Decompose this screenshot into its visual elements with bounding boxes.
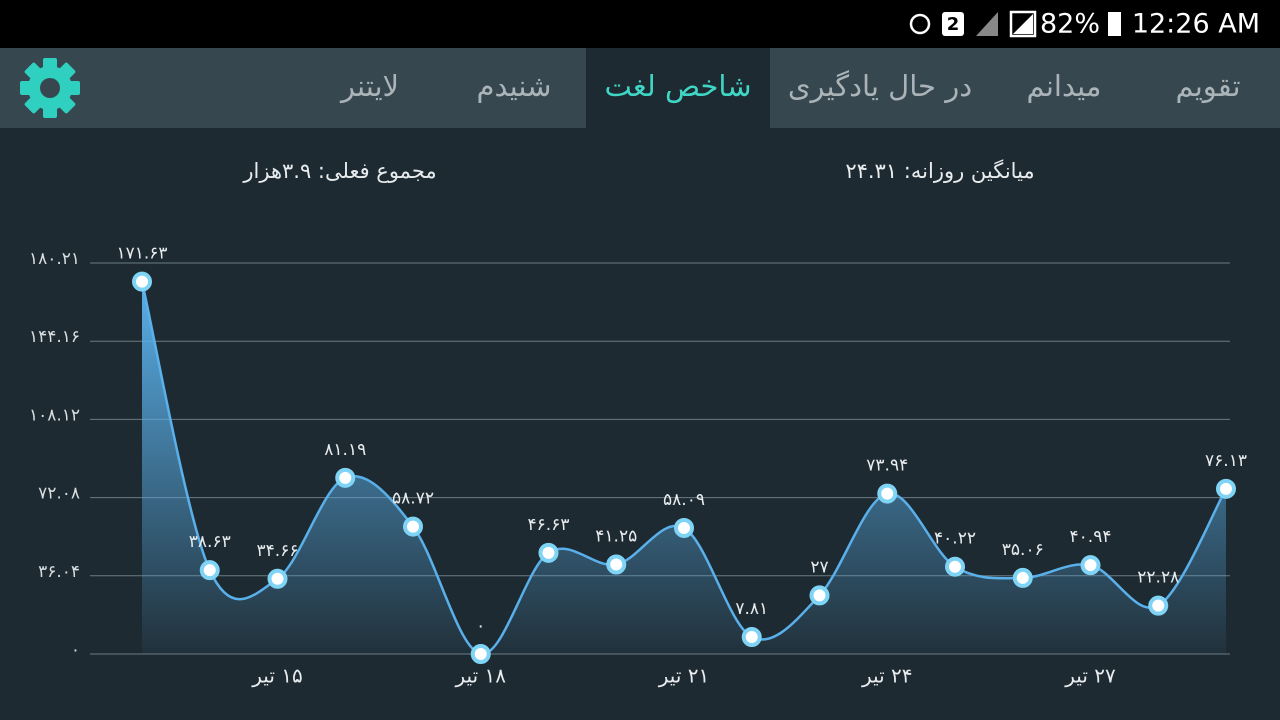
y-tick-label: ۱۴۴.۱۶ bbox=[29, 327, 80, 347]
point bbox=[199, 560, 220, 581]
data-icon-fill bbox=[1013, 14, 1033, 34]
x-tick-label: ۱۵ تیر bbox=[251, 664, 302, 688]
value-label: ۴۱.۲۵ bbox=[595, 527, 637, 547]
value-label: ۳۸.۶۳ bbox=[189, 532, 231, 552]
point bbox=[877, 483, 898, 504]
point bbox=[945, 556, 965, 577]
y-tick-label: ۷۲.۰۸ bbox=[38, 484, 80, 504]
value-label: ۷۶.۱۳ bbox=[1205, 451, 1247, 471]
x-tick-label: ۲۱ تیر bbox=[658, 664, 709, 688]
point bbox=[1012, 567, 1033, 588]
current-total: مجموع فعلی: ۳.۹هزار bbox=[242, 159, 436, 183]
point bbox=[1148, 595, 1169, 616]
x-tick-label: ۲۴ تیر bbox=[861, 664, 912, 688]
point bbox=[132, 271, 152, 292]
status-bar bbox=[0, 0, 1280, 48]
point bbox=[470, 644, 491, 664]
value-label: ۲۲.۲۸ bbox=[1137, 568, 1179, 588]
battery-text: 82% bbox=[1040, 9, 1100, 40]
alarm-icon bbox=[909, 13, 931, 35]
point bbox=[335, 467, 356, 488]
point bbox=[606, 554, 627, 575]
tab[interactable]: تقویم bbox=[1175, 69, 1240, 104]
y-tick-label: ۱۸۰.۲۱ bbox=[29, 249, 80, 269]
value-label: ۷.۸۱ bbox=[735, 599, 768, 619]
value-label: ۷۳.۹۴ bbox=[866, 456, 908, 476]
value-label: ۲۷ bbox=[810, 557, 828, 577]
tab[interactable]: در حال یادگیری bbox=[788, 69, 972, 103]
active-tab-bg bbox=[586, 48, 770, 128]
value-label: ۱۷۱.۶۳ bbox=[116, 244, 167, 264]
signal-icon bbox=[976, 12, 998, 36]
line bbox=[140, 281, 1228, 656]
value-label: ۴۰.۹۴ bbox=[1070, 527, 1112, 547]
value-label: ۰ bbox=[476, 616, 485, 636]
battery-icon bbox=[1108, 12, 1121, 36]
value-label: ۳۴.۶۶ bbox=[257, 541, 299, 561]
value-label: ۴۶.۶۳ bbox=[528, 515, 570, 535]
point bbox=[674, 517, 694, 538]
sim-badge: 2 bbox=[947, 14, 960, 35]
sim-icon bbox=[942, 12, 964, 36]
x-tick-label: ۲۷ تیر bbox=[1064, 664, 1116, 688]
y-tick-label: ۱۰۸.۱۲ bbox=[29, 405, 80, 425]
value-label: ۸۱.۱۹ bbox=[324, 440, 366, 460]
tab[interactable]: شنیدم bbox=[477, 69, 552, 103]
value-label: ۵۸.۷۲ bbox=[392, 489, 434, 509]
value-label: ۴۰.۲۲ bbox=[934, 529, 976, 549]
point bbox=[403, 516, 423, 537]
x-tick-label: ۱۸ تیر bbox=[455, 664, 507, 688]
tab[interactable]: شاخص لغت bbox=[604, 69, 751, 103]
point bbox=[538, 542, 559, 563]
clock: 12:26 AM bbox=[1132, 9, 1260, 40]
point bbox=[741, 627, 762, 648]
daily-average: میانگین روزانه: ۲۴.۳۱ bbox=[845, 159, 1034, 183]
y-tick-label: ۳۶.۰۴ bbox=[38, 562, 80, 582]
data-icon bbox=[1009, 10, 1037, 38]
point bbox=[1216, 478, 1236, 499]
point bbox=[809, 585, 830, 606]
value-label: ۳۵.۰۶ bbox=[1002, 540, 1044, 560]
point bbox=[1080, 555, 1101, 576]
area-fill bbox=[142, 281, 1226, 655]
point bbox=[267, 568, 288, 589]
settings-button[interactable] bbox=[20, 58, 80, 118]
y-tick-label: ۰ bbox=[71, 640, 80, 660]
tab[interactable]: میدانم bbox=[1027, 69, 1102, 104]
value-label: ۵۸.۰۹ bbox=[663, 490, 705, 510]
tab[interactable]: لایتنر bbox=[339, 69, 399, 103]
